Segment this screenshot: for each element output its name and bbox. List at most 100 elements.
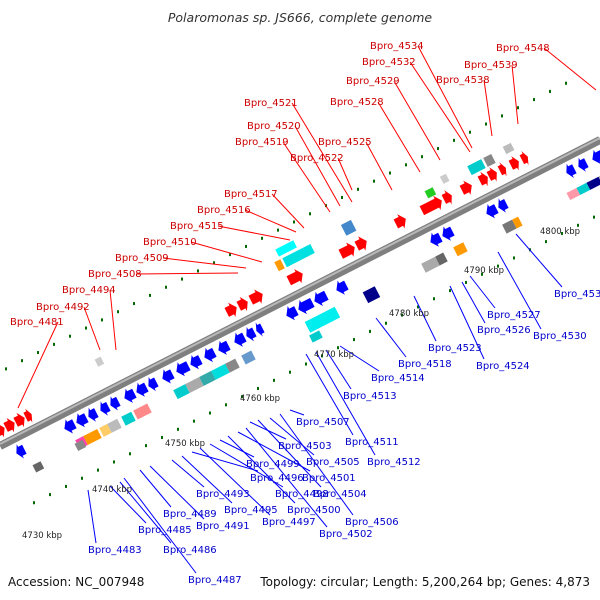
feature-block: [421, 256, 440, 273]
forward-gene-arrow: [0, 425, 5, 438]
label-leader: [282, 141, 331, 213]
gene-label-bottom: Bpro_4523: [428, 343, 482, 354]
feature-rings: [5, 81, 595, 505]
label-leader: [279, 413, 354, 516]
tick-mark: [288, 370, 291, 374]
gene-label-bottom: Bpro_4487: [188, 575, 242, 586]
reverse-gene-arrow: [162, 369, 175, 384]
gene-label-bottom: Bpro_4506: [345, 517, 399, 528]
label-leader: [217, 225, 291, 241]
tick-mark: [69, 334, 72, 338]
tick-mark: [485, 122, 488, 126]
tick-mark: [336, 346, 339, 350]
reverse-gene-arrow: [148, 376, 159, 392]
tick-mark: [144, 444, 147, 448]
feature-block: [74, 439, 87, 451]
gene-label-top: Bpro_4539: [464, 60, 518, 71]
gene-label-top: Bpro_4538: [436, 75, 490, 86]
gene-labels: Bpro_4481 Bpro_4492 Bpro_4494 Bpro_4508 Bpro…: [10, 41, 600, 586]
tick-mark: [480, 272, 483, 276]
label-leaders: [17, 45, 597, 574]
label-leader: [271, 193, 305, 229]
forward-gene-arrow: [519, 151, 529, 166]
forward-gene-arrow: [393, 214, 406, 229]
label-leader: [417, 45, 473, 149]
tick-mark: [416, 305, 419, 309]
gene-label-top: Bpro_4534: [370, 41, 424, 52]
feature-block: [435, 252, 448, 266]
gene-label-bottom: Bpro_4486: [163, 545, 217, 556]
tick-mark: [261, 236, 264, 240]
gene-label-top: Bpro_4509: [115, 253, 169, 264]
forward-gene-arrow: [236, 296, 248, 312]
feature-block: [586, 176, 600, 190]
gene-label-top: Bpro_4532: [362, 57, 416, 68]
reverse-gene-arrow: [430, 232, 443, 247]
label-leader: [393, 80, 441, 161]
accession-text: Accession: NC_007948: [8, 575, 145, 589]
gene-label-top: Bpro_4481: [10, 317, 64, 328]
scale-label: 4770 kbp: [314, 350, 354, 360]
reverse-gene-arrow: [592, 149, 600, 164]
forward-gene-arrow: [508, 156, 519, 171]
tick-mark: [256, 387, 259, 391]
gene-label-top: Bpro_4516: [197, 205, 251, 216]
feature-block: [439, 173, 450, 184]
reverse-gene-arrow: [498, 198, 509, 213]
tick-mark: [512, 256, 515, 260]
gene-label-bottom: Bpro_4495: [224, 505, 278, 516]
tick-mark: [149, 293, 152, 297]
topology-text: Topology: circular; Length: 5,200,264 bp…: [260, 575, 590, 589]
tick-mark: [112, 460, 115, 464]
label-leader: [461, 281, 486, 324]
tick-mark: [37, 351, 40, 355]
reverse-gene-arrow: [442, 226, 455, 241]
label-leader: [294, 125, 341, 207]
tick-mark: [464, 280, 467, 284]
label-leader: [123, 477, 197, 574]
reverse-gene-arrow: [566, 163, 577, 178]
gene-label-top: Bpro_4520: [247, 121, 301, 132]
gene-label-bottom: Bpro_4513: [343, 391, 397, 402]
reverse-gene-arrow: [255, 322, 265, 337]
label-leader: [135, 272, 239, 275]
label-leader: [245, 427, 328, 528]
label-leader: [237, 431, 311, 472]
tick-mark: [128, 452, 131, 456]
tick-mark: [192, 419, 195, 423]
gene-label-bottom: Bpro_4497: [262, 517, 316, 528]
feature-block: [211, 363, 230, 380]
tick-mark: [565, 81, 568, 85]
gene-label-top: Bpro_4494: [62, 285, 116, 296]
gene-label-bottom: Bpro_4498: [275, 489, 329, 500]
label-leader: [244, 209, 297, 233]
feature-block: [133, 403, 152, 420]
gene-label-top: Bpro_4521: [244, 98, 298, 109]
gene-label-bottom: Bpro_4493: [196, 489, 250, 500]
reverse-gene-arrow: [88, 407, 99, 422]
tick-mark: [160, 435, 163, 439]
tick-mark: [432, 297, 435, 301]
map-title: Polaromonas sp. JS666, complete genome: [167, 10, 433, 25]
feature-block: [83, 429, 102, 445]
tick-mark: [304, 362, 307, 366]
tick-mark: [501, 114, 504, 118]
tick-mark: [277, 228, 280, 232]
scale-label: 4740 kbp: [92, 485, 132, 495]
gene-label-bottom: Bpro_4505: [306, 457, 360, 468]
gene-label-bottom: Bpro_4501: [302, 473, 356, 484]
reverse-gene-arrow: [234, 332, 247, 347]
tick-mark: [213, 261, 216, 265]
gene-label-top: Bpro_4522: [290, 153, 344, 164]
tick-mark: [64, 484, 67, 488]
reverse-gene-arrow: [76, 413, 89, 428]
forward-gene-arrow: [459, 180, 472, 195]
reverse-gene-arrow: [100, 401, 111, 416]
label-leader: [315, 351, 376, 456]
tick-mark: [496, 264, 499, 268]
reverse-gene-arrow: [190, 355, 203, 370]
feature-block: [199, 370, 216, 386]
tick-mark: [357, 187, 360, 191]
gene-label-bottom: Bpro_4527: [487, 310, 541, 321]
reverse-gene-arrow: [204, 347, 217, 363]
